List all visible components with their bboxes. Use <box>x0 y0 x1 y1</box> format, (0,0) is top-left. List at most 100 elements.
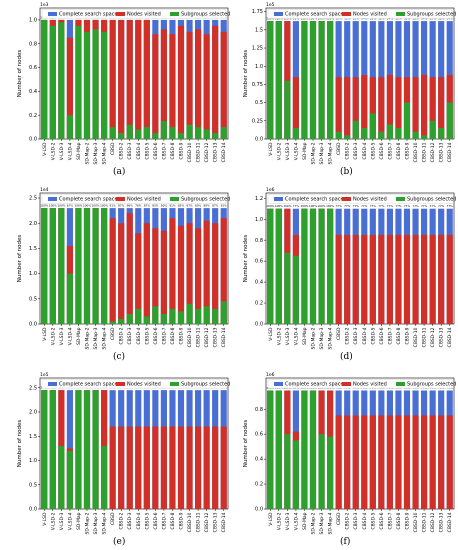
x-tick-label: V-LSD <box>42 142 48 156</box>
x-tick-label: CBSD-5 <box>370 142 376 159</box>
x-tick-label: V-LSD <box>268 327 274 341</box>
bar-selected <box>135 129 142 139</box>
x-tick-label: V-LSD-3 <box>59 512 65 530</box>
y-tick-label: 0.2 <box>255 482 263 488</box>
x-tick-label: V-LSD-4 <box>67 327 73 345</box>
x-tick-label: V-LSD-4 <box>293 327 299 345</box>
x-tick-label: CBSD-12 <box>430 142 436 162</box>
bar-selected <box>369 113 376 139</box>
x-tick-label: SD-Map-2 <box>311 512 317 534</box>
axis-exponent: 1e3 <box>40 2 49 8</box>
bar-selected <box>220 301 227 324</box>
bar-selected <box>309 390 317 509</box>
bar-visited <box>160 426 167 509</box>
panel-label-d: (d) <box>340 352 353 362</box>
pct-label: 100% <box>57 204 65 208</box>
bar-visited <box>186 426 193 509</box>
legend-label-1: Nodes visited <box>127 12 161 18</box>
bar-selected <box>318 21 325 140</box>
x-tick-label: CBSD-2 <box>119 142 125 159</box>
y-tick-label: 0.0 <box>29 507 37 513</box>
bar-visited <box>66 37 73 139</box>
y-tick-label: 0.6 <box>29 65 37 71</box>
x-tick-label: CBSD-9 <box>405 512 411 529</box>
y-axis-label: Number of nodes <box>243 50 249 98</box>
bar-selected <box>327 21 334 140</box>
x-tick-label: SD-Map-4 <box>102 512 108 534</box>
y-tick-label: 0.0 <box>29 322 37 328</box>
x-tick-label: CBSD-10 <box>413 327 419 347</box>
bar-visited <box>109 218 116 324</box>
bar-selected <box>292 128 299 139</box>
bar-visited <box>126 19 133 140</box>
bar-selected <box>101 208 108 324</box>
legend: Complete search space Nodes visited Subgro… <box>41 379 230 389</box>
axis-exponent: 1e5 <box>266 2 275 8</box>
bar-selected <box>378 131 385 139</box>
x-tick-label: CBSD-14 <box>447 512 453 532</box>
x-tick-label: CBSD-13 <box>439 142 445 162</box>
bar-selected <box>66 450 73 509</box>
x-tick-label: CBSD-14 <box>447 142 453 162</box>
x-tick-label: V-LSD-2 <box>276 327 282 345</box>
bar-selected <box>212 133 219 139</box>
bar-visited <box>386 74 393 139</box>
x-tick-label: CBSD-8 <box>170 142 176 159</box>
bar-selected <box>267 390 274 509</box>
y-tick-label: 0.4 <box>29 89 37 95</box>
bar-visited <box>438 234 445 324</box>
plot-frame <box>39 7 229 140</box>
x-tick-label: CBSD-10 <box>187 142 193 162</box>
bar-visited <box>212 426 219 509</box>
x-tick-label: SD-Map-4 <box>102 327 108 349</box>
bar-selected <box>177 311 185 324</box>
bar-visited <box>378 234 385 324</box>
plot-frame <box>265 192 455 325</box>
x-tick-label: SD-Map-4 <box>328 142 334 164</box>
bar-selected <box>403 102 411 139</box>
bar-selected <box>195 308 202 324</box>
bar-selected <box>203 129 210 139</box>
pct-label: 77% <box>447 204 454 208</box>
bar-selected <box>49 390 56 509</box>
bar-visited <box>438 415 445 509</box>
bar-selected <box>83 208 91 324</box>
x-tick-label: CBSD-2 <box>345 327 351 344</box>
bar-visited <box>195 29 202 139</box>
legend-swatch-2 <box>396 382 405 386</box>
bar-visited <box>135 426 142 509</box>
legend-label-2: Subgroups selected <box>407 382 456 388</box>
bar-selected <box>344 135 351 139</box>
bar-selected <box>41 19 48 140</box>
bar-visited <box>203 34 210 140</box>
bar-visited <box>412 415 419 509</box>
bar-selected <box>143 127 150 139</box>
bar-visited <box>143 19 150 140</box>
x-tick-label: CBSD-13 <box>213 327 219 347</box>
x-tick-label: CBSD-3 <box>127 327 133 344</box>
x-tick-label: CBSD-6 <box>153 512 159 529</box>
pct-label: 78% <box>135 204 142 208</box>
bar-visited <box>446 415 453 509</box>
x-tick-label: V-LSD <box>268 512 274 526</box>
panel-label-b: (b) <box>340 167 353 177</box>
y-tick-label: 1.5 <box>255 27 263 33</box>
legend-swatch-2 <box>396 12 405 16</box>
x-tick-label: CBSD-5 <box>370 327 376 344</box>
legend-label-0: Complete search space <box>285 382 344 388</box>
x-tick-label: CBSD-12 <box>204 142 210 162</box>
x-tick-label: SD-Map <box>302 512 308 530</box>
pct-label: 77% <box>293 204 300 208</box>
x-tick-label: CBSD-9 <box>405 327 411 344</box>
x-tick-label: CBSD-6 <box>379 512 385 529</box>
bar-selected <box>412 131 419 139</box>
x-tick-label: CBSD-7 <box>387 512 393 529</box>
y-tick-label: 0.0 <box>255 137 263 143</box>
bar-visited <box>344 77 351 139</box>
pct-label: 100% <box>266 204 274 208</box>
x-tick-label: CBSD-9 <box>405 142 411 159</box>
x-tick-label: SD-Map-4 <box>102 142 108 164</box>
y-axis-label: Number of nodes <box>243 235 249 283</box>
y-tick-label: 0.8 <box>29 41 37 47</box>
